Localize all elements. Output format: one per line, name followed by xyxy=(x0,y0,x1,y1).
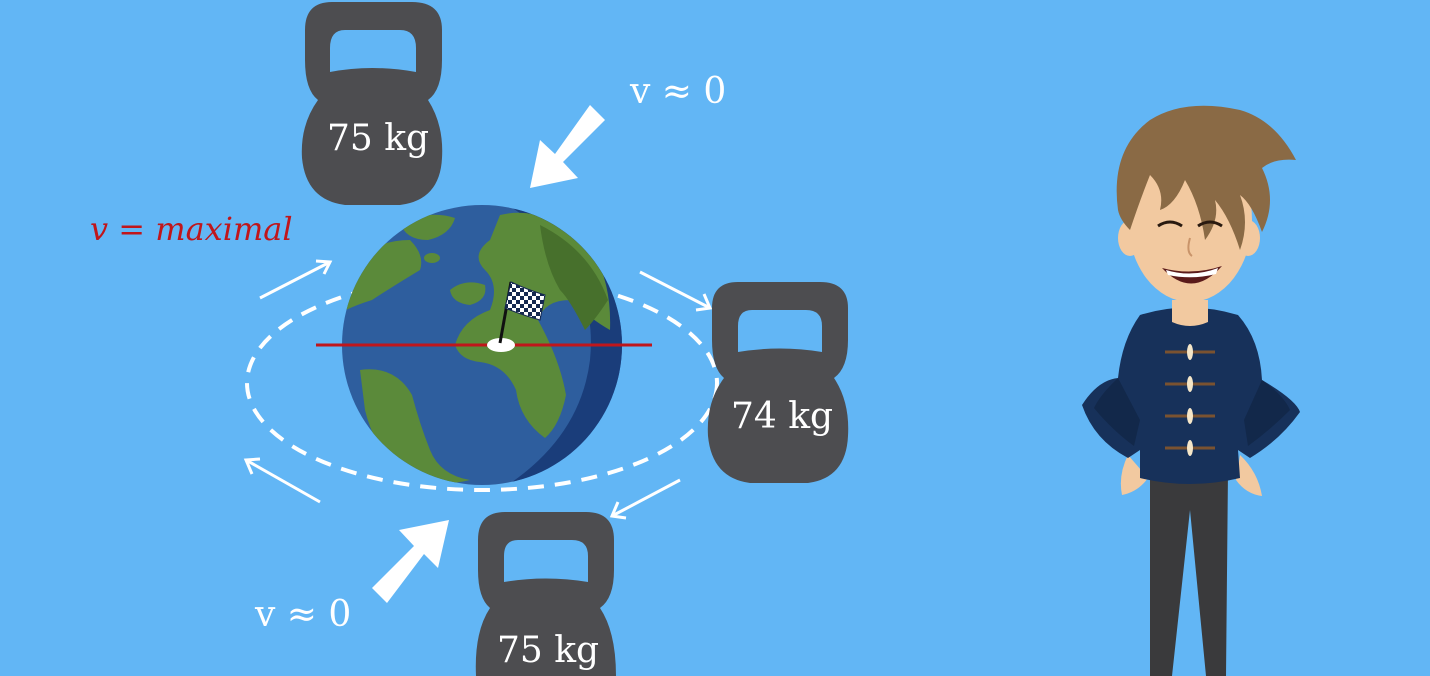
checkered-flag-icon xyxy=(487,281,546,352)
velocity-label-bottom: v ≈ 0 xyxy=(254,594,351,635)
kettlebell-top: 75 kg xyxy=(301,2,443,205)
orbit-arrow-lower-right xyxy=(609,478,681,520)
weight-label-top: 75 kg xyxy=(327,118,429,159)
weight-label-right: 74 kg xyxy=(731,396,833,437)
orbit-path xyxy=(245,274,719,492)
weight-label-bottom: 75 kg xyxy=(497,630,599,671)
velocity-label-top: v ≈ 0 xyxy=(629,71,726,112)
kettlebell-bottom: 75 kg xyxy=(475,512,616,676)
gravity-arrow-bottom xyxy=(372,520,449,603)
orbit-arrow-upper-right xyxy=(639,270,713,312)
orbit-arrows xyxy=(243,259,713,520)
gravity-arrow-top xyxy=(530,105,605,188)
boy-character xyxy=(1082,105,1300,676)
kettlebell-right: 74 kg xyxy=(707,282,849,483)
orbit-arrow-upper-left xyxy=(259,259,333,300)
velocity-label-equator: v = maximal xyxy=(90,210,293,248)
orbit-arrow-lower-left xyxy=(243,457,321,504)
earth-globe xyxy=(316,205,652,485)
